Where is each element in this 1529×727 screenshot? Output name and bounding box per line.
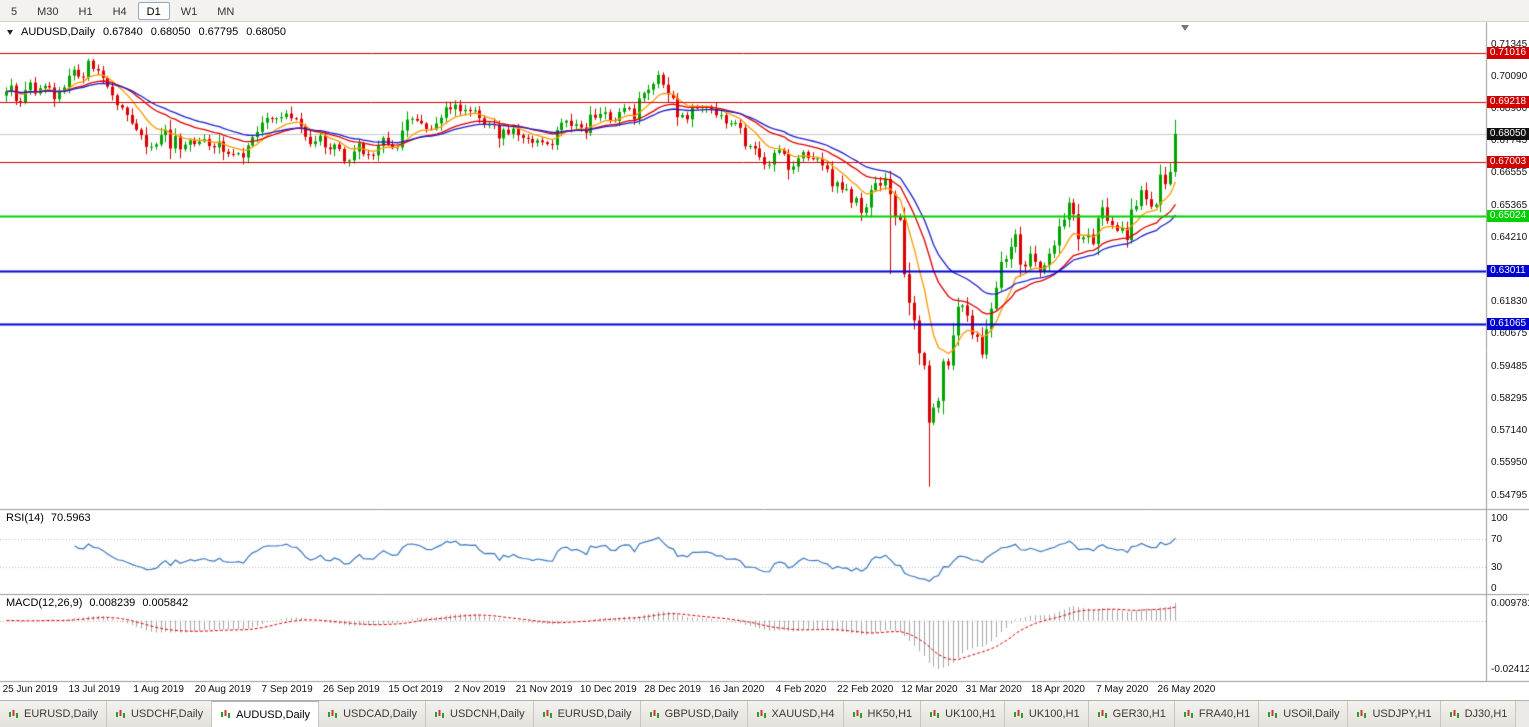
chart-title-marker-icon: [7, 29, 13, 35]
tab-label: UK100,H1: [1028, 708, 1080, 720]
tab-chart-icon: [930, 709, 940, 718]
macd-name: MACD(12,26,9): [6, 597, 83, 609]
tab-label: USDCAD,Daily: [343, 708, 418, 720]
tab-label: USDCHF,Daily: [130, 708, 204, 720]
tab-label: DJ30,H1: [1464, 708, 1508, 720]
tab-label: USDJPY,H1: [1372, 708, 1432, 720]
tab-chart-icon: [1183, 709, 1193, 718]
tab-chart-icon: [221, 710, 231, 718]
tab-chart-icon: [649, 709, 659, 718]
symbol-tab-gbpusd-daily[interactable]: GBPUSD,Daily: [640, 701, 748, 727]
tab-chart-icon: [1357, 709, 1367, 718]
tab-label: USDCNH,Daily: [450, 708, 525, 720]
timeframe-button-mn[interactable]: MN: [217, 5, 235, 18]
symbol-tab-ger30-h1[interactable]: GER30,H1: [1088, 701, 1175, 727]
chart-low-value: 0.67795: [198, 26, 239, 38]
symbol-tab-fra40-h1[interactable]: FRA40,H1: [1174, 701, 1260, 727]
tab-label: USOil,Daily: [1283, 708, 1340, 720]
symbol-tabbar: EURUSD,Daily USDCHF,Daily AUDUSD,Daily USDC…: [0, 700, 1529, 727]
symbol-tab-usdchf-daily[interactable]: USDCHF,Daily: [106, 701, 213, 727]
symbol-tab-hk50-h1[interactable]: HK50,H1: [843, 701, 922, 727]
rsi-value: 70.5963: [50, 512, 91, 524]
tab-chart-icon: [328, 709, 338, 718]
tab-label: GER30,H1: [1112, 708, 1166, 720]
macd-indicator-label: MACD(12,26,9) 0.008239 0.005842: [6, 597, 188, 609]
tab-label: EURUSD,Daily: [557, 708, 632, 720]
tab-chart-icon: [1268, 709, 1278, 718]
symbol-tab-dj30-h1[interactable]: DJ30,H1: [1440, 701, 1517, 727]
tab-chart-icon: [1097, 709, 1107, 718]
timeframe-button-h4[interactable]: H4: [112, 5, 127, 18]
tab-label: FRA40,H1: [1198, 708, 1251, 720]
tab-chart-icon: [852, 709, 862, 718]
tab-label: EURUSD,Daily: [24, 708, 98, 720]
macd-signal-value: 0.005842: [142, 597, 189, 609]
chart-open-value: 0.67840: [102, 26, 143, 38]
symbol-tab-usdcnh-daily[interactable]: USDCNH,Daily: [426, 701, 534, 727]
tab-label: UK100,H1: [945, 708, 996, 720]
symbol-tab-usoil-daily[interactable]: USOil,Daily: [1259, 701, 1349, 727]
tab-label: GBPUSD,Daily: [664, 708, 739, 720]
symbol-tab-eurusd-daily[interactable]: EURUSD,Daily: [533, 701, 641, 727]
timeframe-button-w1[interactable]: W1: [180, 5, 198, 18]
chart-high-value: 0.68050: [150, 26, 191, 38]
tab-label: XAUUSD,H4: [771, 708, 835, 720]
timeframe-button-d1[interactable]: D1: [137, 1, 170, 20]
chart-symbol-period: AUDUSD,Daily: [21, 26, 95, 38]
tab-chart-icon: [1013, 709, 1023, 718]
tab-chart-icon: [542, 709, 552, 718]
tab-label: AUDUSD,Daily: [236, 708, 311, 721]
tab-chart-icon: [756, 709, 766, 718]
symbol-tab-eurusd-daily[interactable]: EURUSD,Daily: [0, 701, 107, 727]
rsi-name: RSI(14): [6, 512, 44, 524]
tab-label: HK50,H1: [867, 708, 913, 720]
timeframe-button-h1[interactable]: H1: [78, 5, 93, 18]
tab-chart-icon: [1449, 709, 1459, 718]
symbol-tab-uk100-h1[interactable]: UK100,H1: [1004, 701, 1089, 727]
tab-chart-icon: [115, 709, 125, 718]
symbol-tab-audusd-daily[interactable]: AUDUSD,Daily: [212, 701, 320, 727]
rsi-indicator-label: RSI(14) 70.5963: [6, 512, 91, 524]
tab-chart-icon: [9, 709, 18, 718]
timeframe-toolbar: 5 M30 H1 H4 D1 W1 MN: [0, 0, 1529, 22]
symbol-tab-usdjpy-h1[interactable]: USDJPY,H1: [1348, 701, 1441, 727]
timeframe-button-5[interactable]: 5: [11, 5, 18, 18]
symbol-tab-usdcad-daily[interactable]: USDCAD,Daily: [319, 701, 427, 727]
chart-title: AUDUSD,Daily 0.67840 0.68050 0.67795 0.6…: [7, 26, 286, 38]
symbol-tab-uk100-h1[interactable]: UK100,H1: [921, 701, 1005, 727]
macd-main-value: 0.008239: [89, 597, 136, 609]
symbol-tab-xauusd-h4[interactable]: XAUUSD,H4: [747, 701, 844, 727]
chart-close-value: 0.68050: [246, 26, 287, 38]
timeframe-button-m30[interactable]: M30: [37, 5, 59, 18]
tab-chart-icon: [435, 709, 445, 718]
